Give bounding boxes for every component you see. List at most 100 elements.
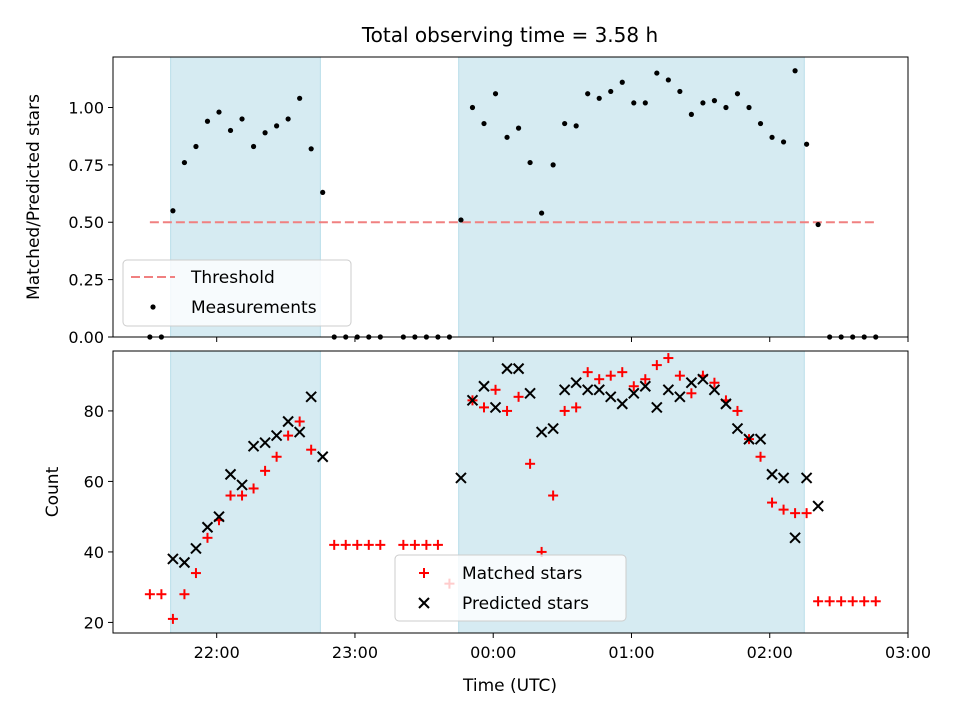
- y-tick-label: 0.75: [68, 156, 104, 175]
- measurement-point: [239, 116, 245, 122]
- measurement-point: [804, 141, 810, 147]
- matched-star-point: [836, 596, 847, 607]
- y-axis-label-bottom: Count: [43, 466, 63, 517]
- matched-star-point: [513, 391, 524, 402]
- measurement-point: [585, 91, 591, 97]
- predicted-star-point: [685, 377, 698, 389]
- x-axis-label: Time (UTC): [462, 676, 557, 696]
- legend-label-matched: Matched stars: [462, 564, 582, 584]
- matched-star-point: [190, 568, 201, 579]
- measurement-point: [527, 159, 533, 166]
- measurement-point: [285, 116, 291, 122]
- matched-star-point: [640, 374, 651, 385]
- matched-star-point: [548, 490, 559, 501]
- predicted-star-point: [639, 380, 652, 392]
- y-tick-label: 0.50: [68, 213, 104, 232]
- matched-star-point: [156, 589, 167, 600]
- predicted-star-point: [236, 479, 248, 491]
- observing-windows-bottom: [170, 350, 805, 634]
- matched-star-point: [732, 405, 743, 416]
- x-tick-label: 01:00: [608, 643, 654, 662]
- y-axis-label-top: Matched/Predicted stars: [24, 94, 44, 300]
- measurement-point: [297, 95, 303, 101]
- legend-top: Threshold Measurements: [122, 259, 352, 327]
- measurement-point: [216, 109, 222, 115]
- matched-star-point: [651, 360, 662, 371]
- predicted-star-point: [593, 384, 605, 396]
- matched-star-point: [790, 508, 801, 519]
- measurement-point: [320, 189, 326, 196]
- predicted-star-point: [178, 556, 191, 569]
- measurement-point: [700, 100, 706, 106]
- measurement-point: [262, 130, 268, 136]
- matched-star-point: [260, 465, 271, 476]
- matched-star-point: [237, 490, 248, 501]
- matched-star-point: [202, 532, 213, 543]
- matched-star-point: [824, 596, 835, 607]
- matched-star-point: [340, 539, 351, 550]
- predicted-star-point: [674, 391, 686, 403]
- predicted-star-point: [628, 387, 640, 400]
- legend-box: [394, 554, 627, 622]
- predicted-star-point: [455, 472, 467, 484]
- matched-star-point: [767, 497, 778, 508]
- measurement-point: [723, 104, 729, 111]
- measurement-point: [631, 100, 637, 106]
- measurement-point: [204, 118, 211, 124]
- measurement-point: [181, 159, 188, 166]
- matched-star-point: [294, 416, 305, 427]
- count-points: [144, 353, 881, 624]
- matched-star-point: [582, 367, 593, 378]
- matched-star-point: [409, 539, 420, 550]
- matched-star-point: [628, 381, 639, 392]
- predicted-star-point: [800, 472, 813, 484]
- predicted-star-point: [581, 384, 594, 396]
- matched-star-point: [525, 458, 536, 469]
- measurement-point: [481, 120, 487, 127]
- measurement-point: [562, 120, 568, 127]
- predicted-star-point: [547, 422, 559, 435]
- predicted-star-point: [305, 391, 317, 403]
- matched-star-point: [271, 451, 282, 462]
- observing-window-0: [170, 350, 321, 634]
- predicted-star-point: [270, 429, 283, 442]
- matched-star-point: [167, 613, 178, 624]
- measurement-point: [815, 221, 821, 228]
- predicted-star-point: [167, 553, 179, 565]
- measurement-point: [665, 77, 671, 83]
- matched-star-point: [363, 539, 374, 550]
- predicted-star-point: [651, 401, 663, 414]
- x-axis-ticks-bottom: 22:00 23:00 00:00 01:00 02:00 03:00: [194, 633, 931, 662]
- matched-star-point: [225, 490, 236, 501]
- x-axis-ticks-top: [216, 337, 909, 342]
- predicted-star-point: [247, 440, 260, 452]
- predicted-star-point: [489, 401, 502, 414]
- y-tick-label: 0.25: [68, 271, 104, 290]
- matched-star-point: [559, 405, 570, 416]
- predicted-star-point: [616, 398, 628, 410]
- predicted-star-point: [224, 468, 237, 481]
- measurement-point: [596, 95, 602, 101]
- measurement-point: [573, 123, 579, 129]
- predicted-star-point: [697, 373, 709, 385]
- matched-star-point: [179, 589, 190, 600]
- y-axis-ticks-bottom: 20 40 60 80: [84, 402, 113, 632]
- matched-star-point: [432, 539, 443, 550]
- matched-star-point: [801, 508, 812, 519]
- legend-predicted-swatch: [418, 597, 430, 609]
- matched-star-point: [375, 539, 386, 550]
- matched-star-point: [329, 539, 340, 550]
- predicted-star-point: [662, 384, 675, 396]
- predicted-star-point: [570, 377, 582, 389]
- matched-star-point: [594, 374, 605, 385]
- measurement-point: [734, 91, 741, 97]
- measurement-point: [688, 111, 694, 117]
- matched-star-point: [755, 451, 766, 462]
- y-tick-label: 80: [84, 402, 104, 421]
- predicted-star-point: [754, 433, 767, 445]
- predicted-star-point: [535, 426, 548, 438]
- predicted-star-point: [213, 510, 225, 523]
- x-tick-label: 22:00: [194, 643, 240, 662]
- predicted-star-point: [605, 391, 617, 403]
